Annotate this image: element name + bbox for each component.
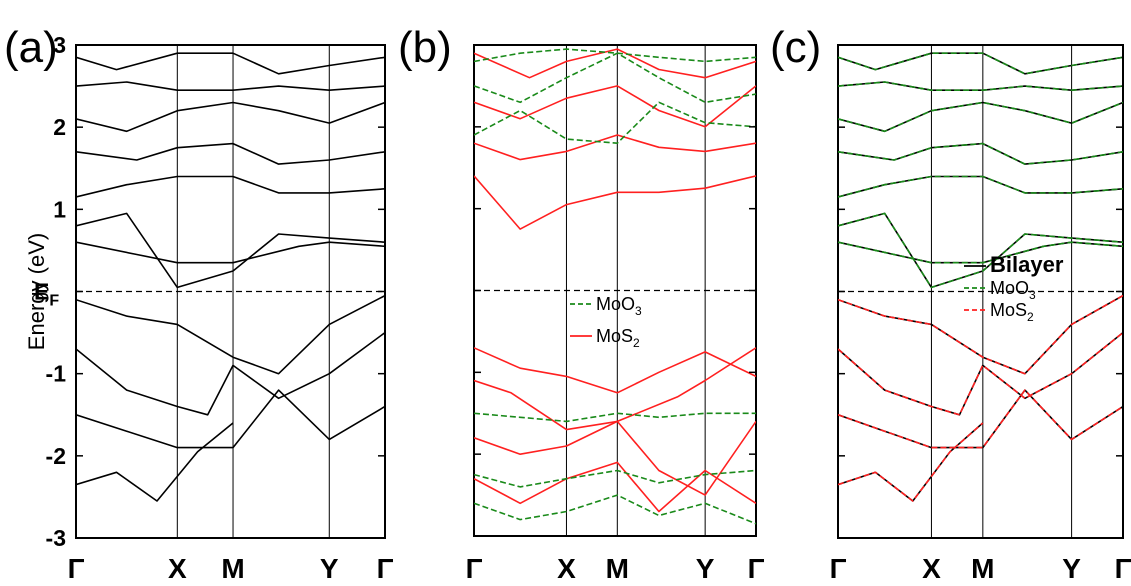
- band-line: [76, 422, 234, 502]
- band-line: [474, 469, 756, 488]
- kpoint-label: X: [168, 553, 187, 584]
- band-line: [76, 389, 385, 449]
- band-line: [838, 142, 1123, 165]
- y-tick-label: 1: [53, 196, 66, 222]
- band-line: [76, 101, 385, 133]
- band-line: [838, 101, 1123, 133]
- band-line: [838, 212, 1123, 289]
- band-line: [474, 101, 756, 144]
- band-line: [76, 175, 385, 198]
- kpoint-label: M: [971, 553, 994, 584]
- band-line: [474, 347, 756, 394]
- panel-label: (c): [770, 23, 821, 72]
- band-line: [838, 294, 1123, 375]
- band-line: [838, 331, 1123, 416]
- band-line: [838, 241, 1123, 264]
- band-line: [474, 52, 756, 104]
- panel-1: (a) -3 -2 -1 EF 1 2 3 Energy (eV) Γ X M Y Γ: [4, 23, 394, 584]
- band-line: [838, 389, 1123, 449]
- band-line: [76, 52, 385, 75]
- kpoint-label: Y: [696, 553, 715, 584]
- kpoint-label: Γ: [68, 553, 85, 584]
- panel-label: (b): [398, 23, 452, 72]
- kpoint-label: Y: [320, 553, 339, 584]
- y-axis-label: Energy (eV): [24, 233, 49, 350]
- y-tick-label: -2: [46, 443, 66, 469]
- band-line: [838, 241, 1123, 264]
- kpoint-label: X: [922, 553, 941, 584]
- band-line: [76, 331, 385, 416]
- band-line: [838, 101, 1123, 133]
- band-line: [838, 175, 1123, 198]
- band-line: [76, 212, 385, 289]
- y-tick-label: -1: [46, 361, 67, 387]
- band-line: [838, 52, 1123, 75]
- band-line: [474, 494, 756, 525]
- band-line: [76, 142, 385, 165]
- band-line: [838, 389, 1123, 449]
- band-line: [76, 81, 385, 91]
- kpoint-label: Γ: [466, 553, 483, 584]
- bands: [76, 52, 385, 502]
- y-tick-label: -3: [46, 525, 66, 551]
- band-line: [474, 347, 756, 431]
- legend-entry: Bilayer: [990, 252, 1064, 277]
- legend-entry: MoS2: [990, 300, 1034, 324]
- panel-2: (b) Γ X M Y Γ MoO3 MoS2: [398, 23, 765, 584]
- kpoint-label: M: [221, 553, 244, 584]
- band-line: [76, 294, 385, 375]
- legend-entry: MoO3: [596, 294, 642, 318]
- panel-label: (a): [4, 23, 58, 72]
- bands: [838, 52, 1123, 502]
- kpoint-label: X: [557, 553, 576, 584]
- y-tick-label: 3: [53, 32, 66, 58]
- legend: MoO3 MoS2: [570, 294, 642, 350]
- y-tick-label: 2: [53, 114, 66, 140]
- band-line: [838, 142, 1123, 165]
- kpoint-label: Γ: [1115, 553, 1131, 584]
- legend-entry: MoS2: [596, 326, 640, 350]
- kpoint-label: Γ: [377, 553, 394, 584]
- bands: [474, 48, 756, 525]
- band-line: [838, 81, 1123, 91]
- kpoint-label: Γ: [830, 553, 847, 584]
- band-line: [474, 134, 756, 161]
- band-line: [838, 422, 984, 502]
- band-line: [838, 212, 1123, 289]
- band-line: [76, 241, 385, 264]
- kpoint-label: Y: [1062, 553, 1081, 584]
- band-line: [838, 294, 1123, 375]
- fermi-tick-label: EF: [34, 279, 59, 310]
- band-line: [474, 48, 756, 63]
- band-line: [474, 461, 756, 513]
- band-line: [838, 422, 984, 502]
- band-line: [474, 412, 756, 423]
- kpoint-label: M: [606, 553, 629, 584]
- band-line: [838, 331, 1123, 416]
- band-line: [838, 175, 1123, 198]
- legend-entry: MoO3: [990, 278, 1036, 302]
- band-line: [474, 48, 756, 79]
- band-line: [474, 175, 756, 230]
- band-line: [474, 420, 756, 496]
- band-line: [474, 85, 756, 128]
- kpoint-label: Γ: [748, 553, 765, 584]
